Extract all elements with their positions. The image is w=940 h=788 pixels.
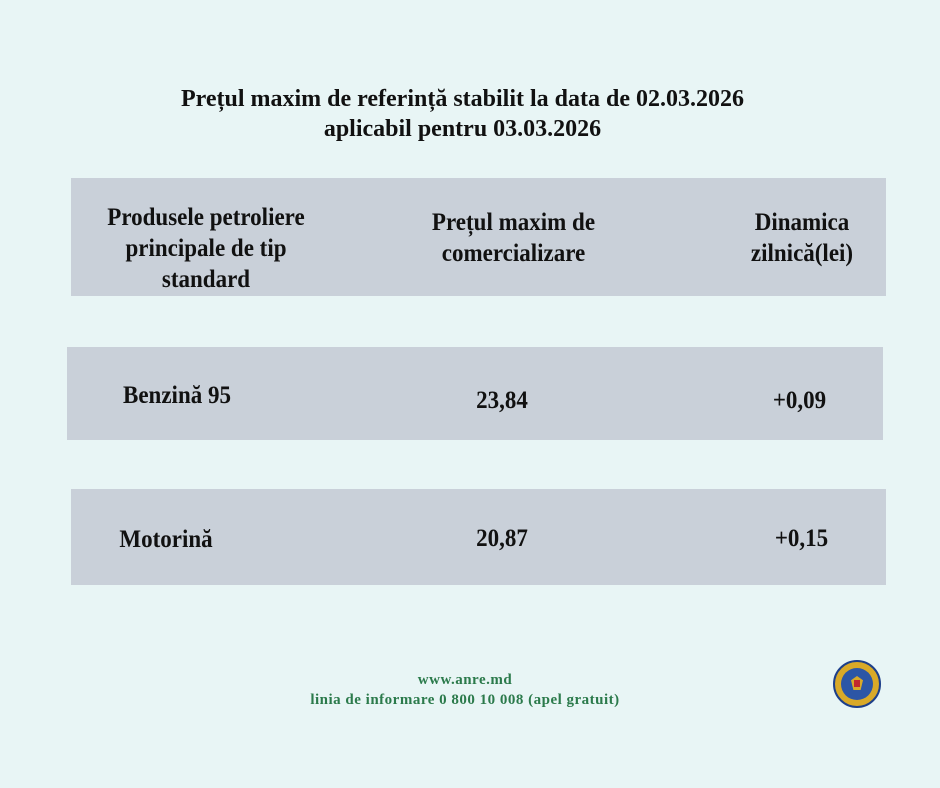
row-product: Benzină 95: [123, 382, 231, 409]
row-price: 23,84: [476, 387, 528, 414]
row-change: +0,15: [774, 525, 829, 552]
header-price: Prețul maxim de comercializare: [431, 209, 596, 267]
table-row: Benzină 95 23,84 +0,09: [67, 347, 883, 440]
hotline-text: linia de informare 0 800 10 008 (apel gr…: [310, 692, 620, 708]
page-title-line1: Prețul maxim de referință stabilit la da…: [180, 86, 745, 112]
page-title-line2: aplicabil pentru 03.03.2026: [323, 116, 602, 142]
row-product: Motorină: [119, 526, 213, 553]
website-link[interactable]: www.anre.md: [417, 672, 513, 688]
header-product: Produsele petroliere principale de tip s…: [107, 204, 305, 293]
table-row: Motorină 20,87 +0,15: [71, 489, 886, 585]
row-change: +0,09: [772, 387, 827, 414]
coat-of-arms-icon: [833, 660, 881, 708]
header-change: Dinamica zilnică(lei): [750, 209, 854, 267]
table-header: Produsele petroliere principale de tip s…: [71, 178, 886, 296]
row-price: 20,87: [476, 525, 528, 552]
